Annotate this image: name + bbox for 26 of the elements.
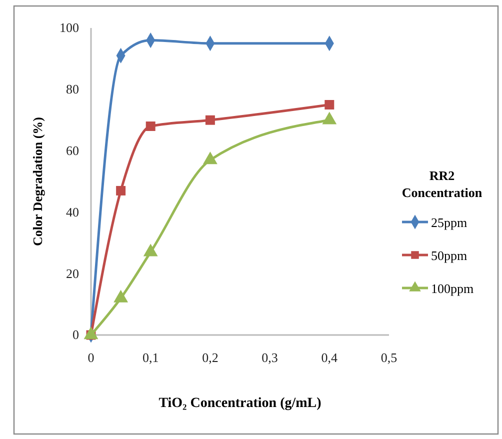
y-tick-label: 40 bbox=[66, 204, 79, 220]
y-tick-label: 100 bbox=[60, 20, 79, 36]
x-tick-label: 0,4 bbox=[321, 350, 338, 366]
x-axis-title: TiO₂ Concentration (g/mL) bbox=[158, 396, 322, 411]
x-tick-label: 0,1 bbox=[142, 350, 159, 366]
x-tick-label: 0 bbox=[88, 350, 94, 366]
x-tick-label: 0,5 bbox=[380, 350, 398, 366]
legend-label: 100ppm bbox=[431, 281, 474, 296]
y-tick-label: 20 bbox=[66, 266, 79, 281]
legend-label: 25ppm bbox=[431, 215, 468, 230]
point bbox=[84, 326, 98, 340]
point bbox=[116, 186, 126, 196]
legend-label: 50ppm bbox=[431, 248, 468, 263]
y-tick-label: 60 bbox=[66, 142, 79, 158]
legend-title: RR2 Concentration bbox=[402, 168, 483, 200]
y-tick-label: 0 bbox=[72, 327, 79, 342]
point bbox=[324, 100, 334, 110]
point bbox=[114, 290, 128, 302]
x-tick-label: 0,2 bbox=[202, 350, 218, 366]
x-tick-label: 0,3 bbox=[262, 350, 278, 366]
point bbox=[143, 244, 158, 256]
point bbox=[205, 115, 215, 125]
point bbox=[202, 152, 218, 164]
y-axis-title: Color Degradation (%) bbox=[30, 116, 45, 246]
point bbox=[146, 121, 156, 131]
y-tick-label: 80 bbox=[66, 82, 79, 97]
